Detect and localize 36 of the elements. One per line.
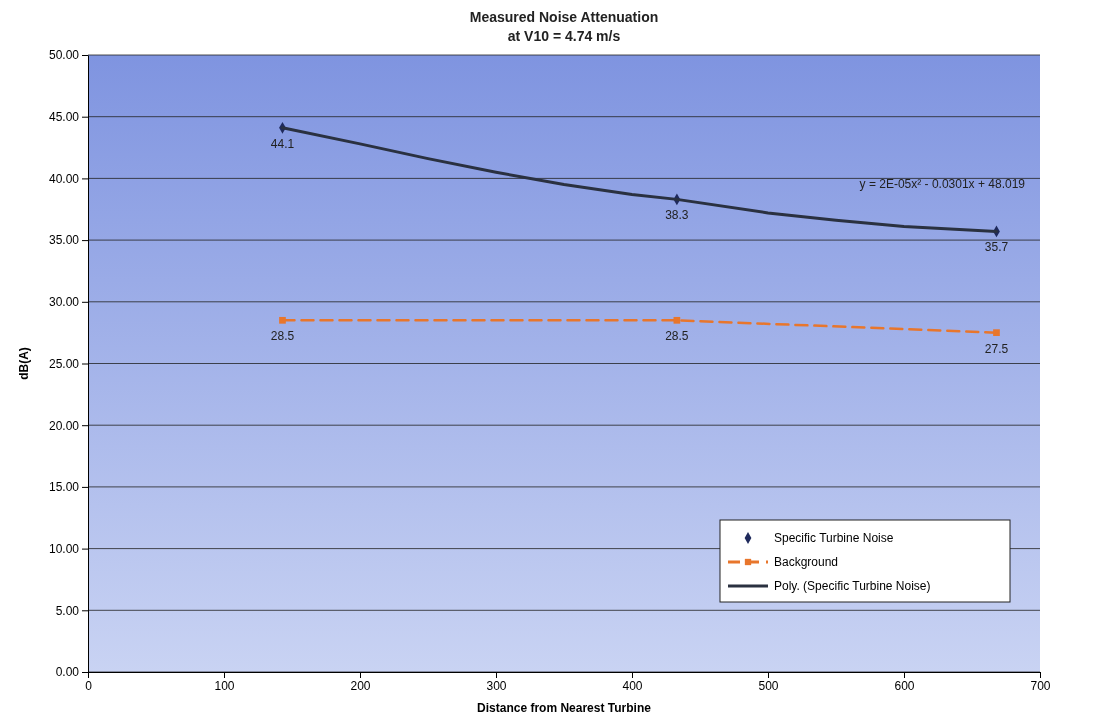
y-tick-label: 5.00: [55, 603, 80, 618]
annotation: y = 2E-05x² - 0.0301x + 48.019: [859, 177, 1026, 191]
y-tick-label: 50.00: [48, 48, 80, 63]
legend-label: Poly. (Specific Turbine Noise): [774, 579, 931, 593]
x-tick-label: 100: [214, 678, 235, 693]
y-tick-label: 30.00: [48, 295, 80, 310]
point: [673, 316, 681, 324]
y-tick-label: 45.00: [48, 110, 80, 125]
y-tick-label: 35.00: [48, 233, 80, 248]
x-tick-label: 700: [1030, 678, 1051, 693]
x-tick-label: 500: [758, 678, 779, 693]
x-tick-label: 200: [350, 678, 371, 693]
chart-title: Measured Noise Attenuation: [469, 9, 659, 25]
point: [993, 329, 1000, 336]
legend-label: Specific Turbine Noise: [774, 531, 894, 545]
data-label: 44.1: [270, 136, 295, 151]
data-label: 27.5: [984, 341, 1009, 356]
x-tick-label: 300: [486, 678, 507, 693]
y-tick-label: 10.00: [48, 541, 80, 556]
y-axis-title: dB(A): [17, 347, 31, 380]
y-tick-label: 20.00: [48, 418, 80, 433]
y-tick-label: 25.00: [48, 356, 80, 371]
legend-label: Background: [774, 555, 839, 569]
y-tick-label: 40.00: [48, 171, 80, 186]
x-tick-label: 0: [85, 678, 93, 693]
x-tick-label: 600: [894, 678, 915, 693]
chart-subtitle: at V10 = 4.74 m/s: [507, 28, 621, 44]
data-label: 28.5: [270, 329, 295, 344]
data-label: 38.3: [665, 208, 689, 223]
data-label: 35.7: [984, 240, 1009, 255]
point: [279, 316, 286, 324]
y-tick-label: 15.00: [48, 480, 80, 495]
x-axis-title: Distance from Nearest Turbine: [477, 701, 652, 715]
x-tick-label: 400: [622, 678, 643, 693]
data-label: 28.5: [665, 329, 689, 344]
y-tick-label: 0.00: [55, 665, 80, 680]
